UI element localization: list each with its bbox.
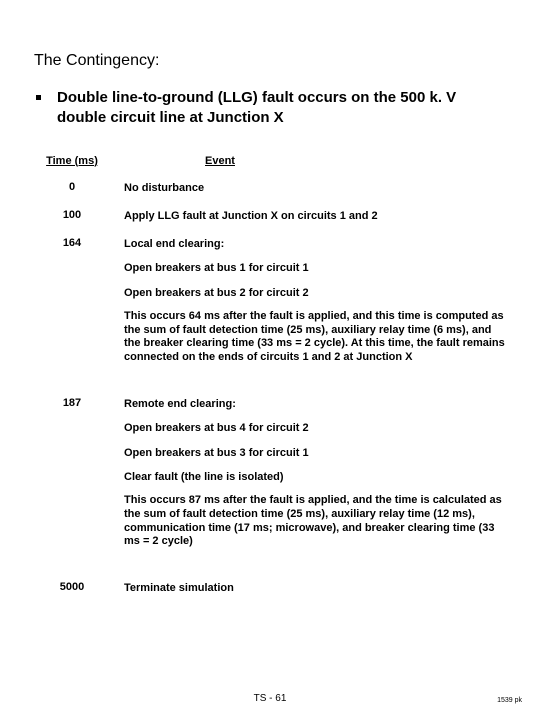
event-sub-line: Clear fault (the line is isolated) [124,470,506,484]
event-paragraph: This occurs 87 ms after the fault is app… [124,494,506,549]
header-event: Event [170,155,270,167]
time-cell: 164 [34,237,110,249]
table-row: 5000 Terminate simulation [34,581,506,595]
row-spacer [34,379,506,397]
row-spacer [34,563,506,581]
event-sub-line: Open breakers at bus 1 for circuit 1 [124,261,506,275]
event-paragraph: This occurs 64 ms after the fault is app… [124,310,506,365]
table-row: 187 Remote end clearing: Open breakers a… [34,397,506,549]
event-sub-line: Open breakers at bus 2 for circuit 2 [124,286,506,300]
time-cell: 5000 [34,581,110,593]
footer-right-label: 1539 pk [497,697,522,704]
time-cell: 187 [34,397,110,409]
event-table: Time (ms) Event 0 No disturbance 100 App… [34,155,506,610]
event-sub-line: Open breakers at bus 3 for circuit 1 [124,446,506,460]
event-line: Remote end clearing: [124,397,506,411]
event-cell: Remote end clearing: Open breakers at bu… [110,397,506,549]
event-cell: Apply LLG fault at Junction X on circuit… [110,209,506,223]
table-row: 0 No disturbance [34,181,506,195]
page-title: The Contingency: [34,52,506,70]
table-header-row: Time (ms) Event [34,155,506,167]
time-cell: 0 [34,181,110,193]
header-time: Time (ms) [34,155,110,167]
bullet-text: Double line-to-ground (LLG) fault occurs… [57,88,506,129]
event-cell: No disturbance [110,181,506,195]
page-number: TS - 61 [254,693,287,704]
time-cell: 100 [34,209,110,221]
table-row: 164 Local end clearing: Open breakers at… [34,237,506,365]
page-footer: TS - 61 1539 pk [0,693,540,704]
event-sub-line: Open breakers at bus 4 for circuit 2 [124,421,506,435]
event-line: Local end clearing: [124,237,506,251]
event-cell: Local end clearing: Open breakers at bus… [110,237,506,365]
bullet-item: Double line-to-ground (LLG) fault occurs… [34,88,506,129]
bullet-square-icon [36,95,41,100]
table-row: 100 Apply LLG fault at Junction X on cir… [34,209,506,223]
event-cell: Terminate simulation [110,581,506,595]
